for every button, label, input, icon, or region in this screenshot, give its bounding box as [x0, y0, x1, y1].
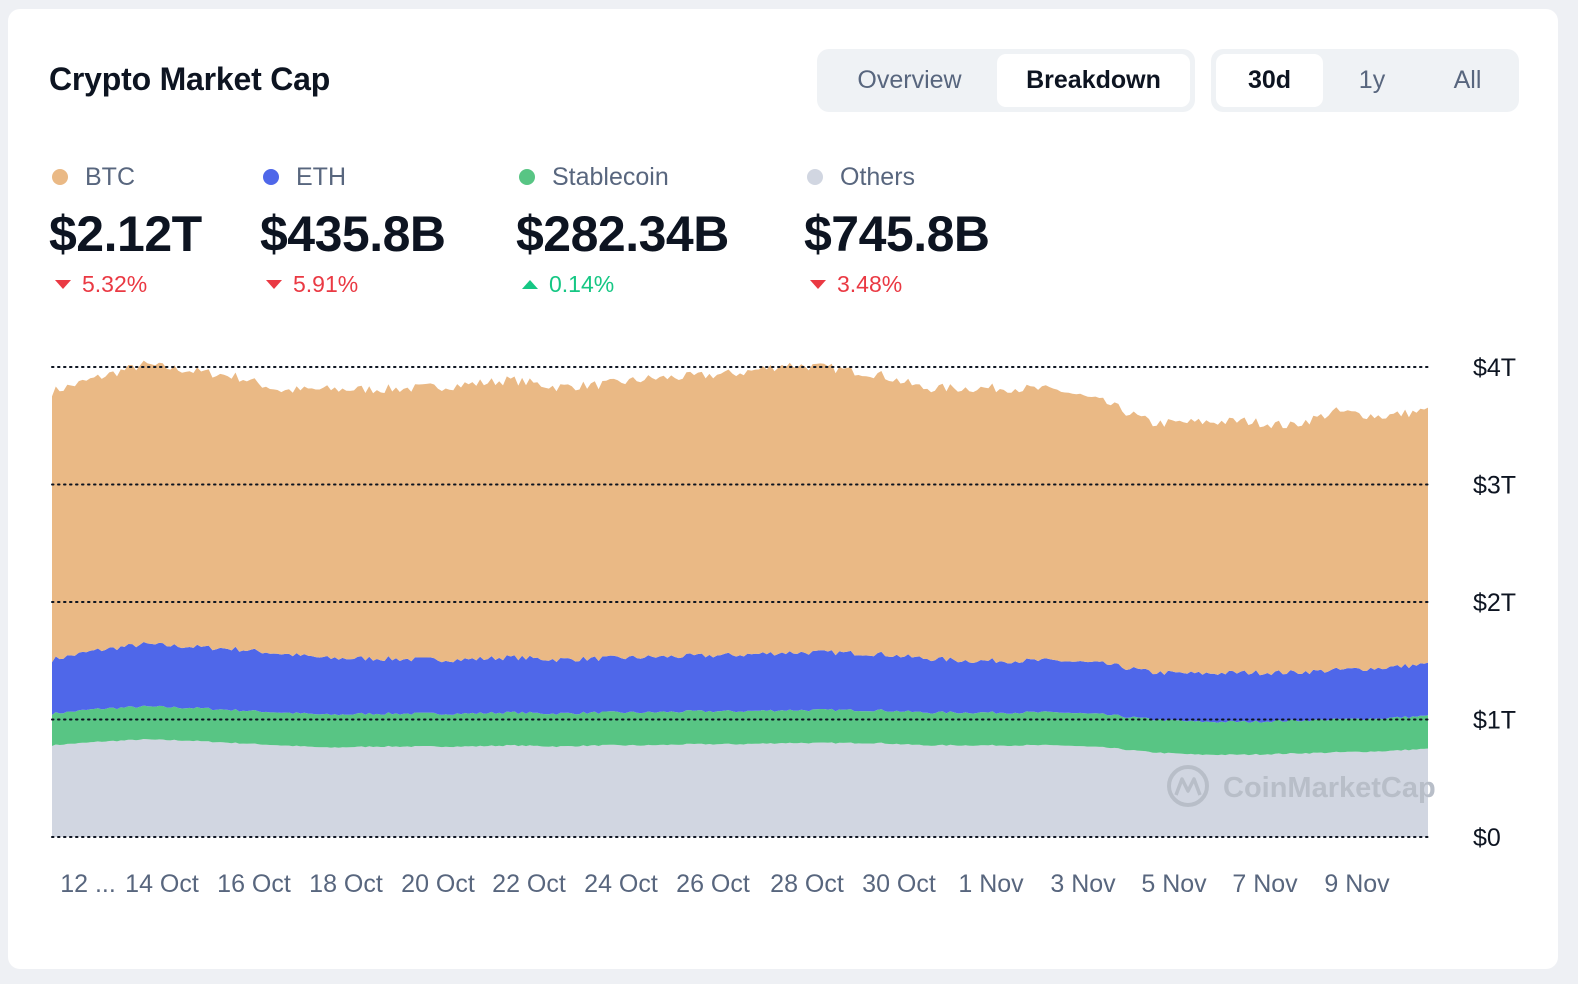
x-tick-label: 22 Oct	[492, 870, 566, 898]
stat-btc: BTC $2.12T 5.32%	[49, 159, 202, 298]
area-series-stablecoin	[52, 705, 1428, 756]
stat-change: 3.48%	[804, 271, 990, 298]
crypto-market-cap-card: Crypto Market Cap Overview Breakdown 30d…	[8, 9, 1558, 969]
x-tick-label: 5 Nov	[1141, 870, 1207, 898]
x-tick-label: 1 Nov	[958, 870, 1024, 898]
logo-mark	[1174, 777, 1202, 796]
stat-label: BTC	[85, 162, 135, 191]
area-series-eth	[52, 642, 1428, 723]
stat-label: ETH	[296, 162, 346, 191]
stat-others: Others $745.8B 3.48%	[804, 159, 990, 298]
x-tick-label: 16 Oct	[217, 870, 291, 898]
stat-label: Stablecoin	[552, 162, 669, 191]
stablecoin-legend-dot	[519, 169, 535, 185]
y-tick-label: $4T	[1473, 354, 1516, 382]
x-tick-label: 20 Oct	[401, 870, 475, 898]
y-tick-label: $0	[1473, 824, 1501, 852]
coinmarketcap-logo-icon	[1167, 765, 1209, 807]
tab-overview[interactable]: Overview	[857, 66, 962, 94]
range-toggle: 30d 1y All	[1211, 49, 1519, 112]
x-tick-label: 26 Oct	[676, 870, 750, 898]
x-tick-label: 30 Oct	[862, 870, 936, 898]
stat-value: $435.8B	[260, 206, 446, 262]
stat-value: $282.34B	[516, 206, 729, 262]
stat-stablecoin: Stablecoin $282.34B 0.14%	[516, 159, 729, 298]
stat-change: 0.14%	[516, 271, 729, 298]
stat-change-value: 5.32%	[82, 271, 148, 297]
x-tick-label: 12 ...	[60, 870, 116, 898]
stat-label: Others	[840, 162, 916, 191]
caret-up-icon	[522, 280, 538, 289]
range-30d-button[interactable]: 30d	[1216, 54, 1323, 107]
stat-change: 5.32%	[49, 271, 202, 298]
stat-change-value: 3.48%	[837, 271, 903, 297]
stat-change-value: 5.91%	[293, 271, 359, 297]
chart-areas	[52, 360, 1428, 837]
view-toggle: Overview Breakdown	[817, 49, 1195, 112]
area-series-btc	[52, 360, 1428, 676]
stat-value: $745.8B	[804, 206, 990, 262]
x-tick-label: 24 Oct	[584, 870, 658, 898]
stat-value: $2.12T	[49, 206, 202, 262]
x-tick-label: 18 Oct	[309, 870, 383, 898]
btc-legend-dot	[52, 169, 68, 185]
tab-breakdown[interactable]: Breakdown	[997, 54, 1190, 107]
area-series-others	[52, 739, 1428, 837]
y-tick-label: $1T	[1473, 707, 1516, 735]
x-tick-label: 9 Nov	[1324, 870, 1390, 898]
x-tick-label: 14 Oct	[125, 870, 199, 898]
page-title: Crypto Market Cap	[49, 61, 331, 97]
coinmarketcap-watermark: CoinMarketCap	[1167, 765, 1436, 807]
caret-down-icon	[55, 280, 71, 289]
range-1y-button[interactable]: 1y	[1358, 66, 1386, 94]
eth-legend-dot	[263, 169, 279, 185]
caret-down-icon	[266, 280, 282, 289]
watermark-text: CoinMarketCap	[1223, 772, 1436, 804]
market-cap-area-chart[interactable]: $0 $1T $2T $3T $4T 12 ... 14 Oct 16 Oct 18 Oct 20…	[8, 9, 1558, 969]
range-all-button[interactable]: All	[1453, 66, 1482, 94]
y-tick-label: $2T	[1473, 589, 1516, 617]
x-tick-label: 7 Nov	[1232, 870, 1298, 898]
stat-change: 5.91%	[260, 271, 446, 298]
x-tick-label: 3 Nov	[1050, 870, 1116, 898]
stat-eth: ETH $435.8B 5.91%	[260, 159, 446, 298]
x-tick-label: 28 Oct	[770, 870, 844, 898]
others-legend-dot	[807, 169, 823, 185]
caret-down-icon	[810, 280, 826, 289]
y-tick-label: $3T	[1473, 472, 1516, 500]
stat-change-value: 0.14%	[549, 271, 615, 297]
